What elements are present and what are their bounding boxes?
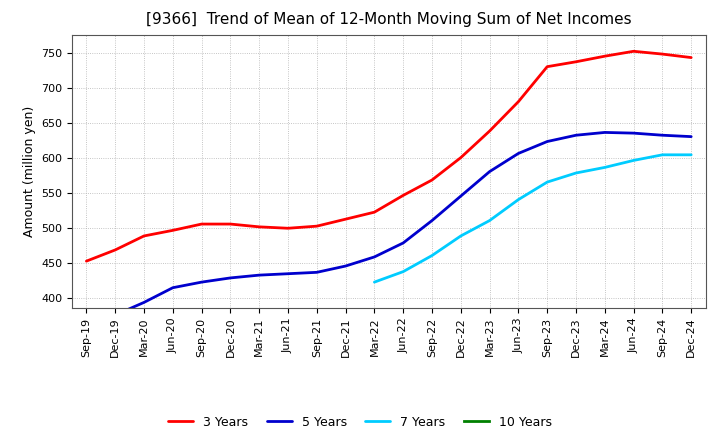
3 Years bbox=[543, 64, 552, 70]
5 Years bbox=[312, 270, 321, 275]
3 Years bbox=[399, 193, 408, 198]
5 Years bbox=[514, 151, 523, 156]
5 Years bbox=[111, 312, 120, 318]
3 Years bbox=[82, 258, 91, 264]
7 Years bbox=[456, 233, 465, 238]
7 Years bbox=[370, 279, 379, 285]
3 Years bbox=[687, 55, 696, 60]
3 Years bbox=[370, 209, 379, 215]
3 Years bbox=[485, 128, 494, 134]
7 Years bbox=[629, 158, 638, 163]
5 Years bbox=[140, 300, 148, 305]
5 Years bbox=[284, 271, 292, 276]
5 Years bbox=[399, 240, 408, 246]
5 Years bbox=[485, 169, 494, 174]
5 Years bbox=[456, 194, 465, 199]
7 Years bbox=[543, 180, 552, 185]
3 Years bbox=[572, 59, 580, 64]
7 Years bbox=[658, 152, 667, 158]
Line: 5 Years: 5 Years bbox=[115, 132, 691, 315]
7 Years bbox=[428, 253, 436, 258]
5 Years bbox=[572, 132, 580, 138]
3 Years bbox=[140, 233, 148, 238]
3 Years bbox=[111, 247, 120, 253]
7 Years bbox=[514, 197, 523, 202]
5 Years bbox=[226, 275, 235, 281]
3 Years bbox=[658, 51, 667, 57]
3 Years bbox=[284, 226, 292, 231]
5 Years bbox=[370, 254, 379, 260]
5 Years bbox=[658, 132, 667, 138]
3 Years bbox=[226, 221, 235, 227]
7 Years bbox=[687, 152, 696, 158]
5 Years bbox=[543, 139, 552, 144]
Title: [9366]  Trend of Mean of 12-Month Moving Sum of Net Incomes: [9366] Trend of Mean of 12-Month Moving … bbox=[146, 12, 631, 27]
5 Years bbox=[600, 130, 609, 135]
Legend: 3 Years, 5 Years, 7 Years, 10 Years: 3 Years, 5 Years, 7 Years, 10 Years bbox=[163, 411, 557, 434]
3 Years bbox=[255, 224, 264, 230]
5 Years bbox=[197, 279, 206, 285]
3 Years bbox=[629, 49, 638, 54]
3 Years bbox=[456, 155, 465, 160]
3 Years bbox=[168, 228, 177, 233]
3 Years bbox=[341, 216, 350, 222]
5 Years bbox=[168, 285, 177, 290]
5 Years bbox=[428, 218, 436, 223]
Line: 7 Years: 7 Years bbox=[374, 155, 691, 282]
7 Years bbox=[399, 269, 408, 274]
7 Years bbox=[485, 218, 494, 223]
3 Years bbox=[514, 99, 523, 104]
Y-axis label: Amount (million yen): Amount (million yen) bbox=[22, 106, 35, 237]
5 Years bbox=[687, 134, 696, 139]
5 Years bbox=[255, 272, 264, 278]
3 Years bbox=[312, 224, 321, 229]
Line: 3 Years: 3 Years bbox=[86, 51, 691, 261]
3 Years bbox=[428, 177, 436, 183]
7 Years bbox=[600, 165, 609, 170]
5 Years bbox=[629, 131, 638, 136]
5 Years bbox=[341, 264, 350, 269]
3 Years bbox=[600, 54, 609, 59]
3 Years bbox=[197, 221, 206, 227]
7 Years bbox=[572, 170, 580, 176]
